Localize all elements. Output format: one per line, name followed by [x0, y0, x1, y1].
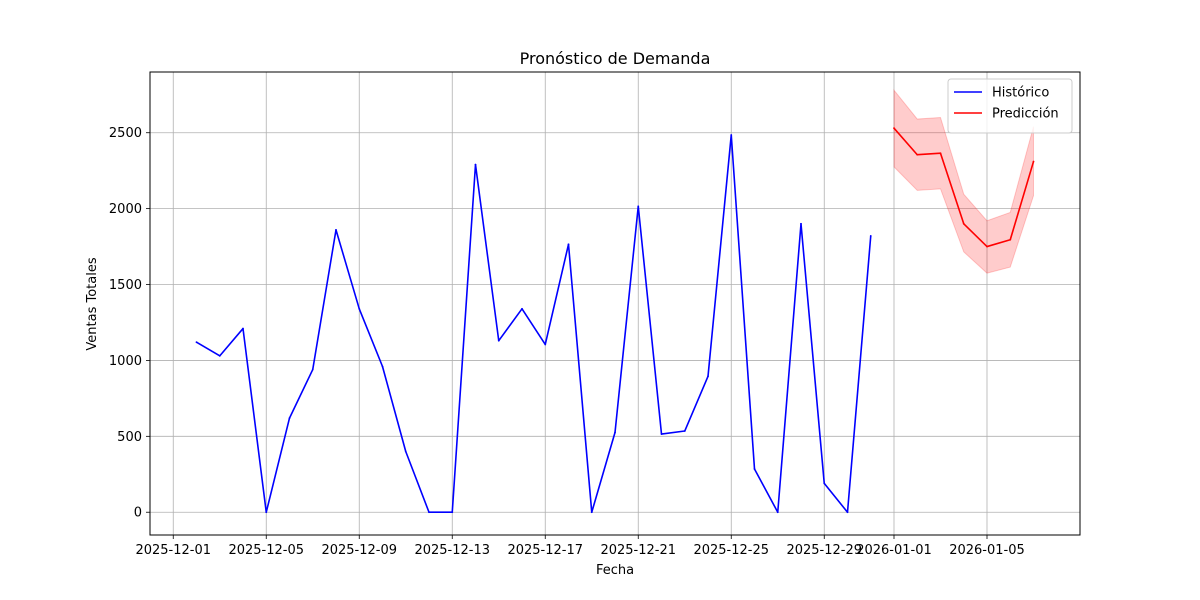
data-point	[265, 511, 268, 514]
y-axis-ticks: 0 500 1000 1500 2000 2500	[109, 126, 150, 521]
data-point	[1032, 160, 1035, 163]
x-tick-label: 2025-12-25	[693, 543, 769, 558]
data-point	[242, 327, 244, 330]
x-axis-label: Fecha	[596, 563, 634, 578]
x-tick-label: 2025-12-29	[786, 543, 862, 558]
data-point	[544, 343, 547, 346]
data-point	[893, 127, 895, 130]
data-point	[939, 152, 942, 155]
series-line	[196, 134, 872, 514]
prediction-confidence-band	[893, 88, 1034, 274]
data-point	[916, 153, 919, 156]
x-tick-label: 2025-12-09	[321, 543, 397, 558]
x-tick-label: 2025-12-17	[507, 543, 583, 558]
x-tick-label: 2025-12-13	[414, 543, 490, 558]
data-point	[474, 163, 477, 166]
x-tick-label: 2025-12-21	[600, 543, 676, 558]
data-point	[358, 307, 361, 310]
data-point	[823, 482, 826, 485]
plot-frame	[149, 71, 1081, 536]
data-point	[428, 511, 430, 514]
data-point	[590, 511, 593, 514]
data-point	[753, 468, 756, 470]
data-point	[869, 235, 872, 237]
data-point	[683, 430, 686, 432]
data-point	[660, 433, 663, 435]
data-point	[846, 511, 849, 514]
data-point	[707, 375, 709, 378]
data-point	[567, 243, 570, 246]
legend-label: Histórico	[992, 86, 1049, 101]
series-lines	[195, 127, 1035, 514]
x-tick-label: 2026-01-01	[856, 543, 932, 558]
confidence-bands	[893, 88, 1034, 274]
data-point	[614, 431, 616, 434]
y-tick-label: 1000	[109, 354, 142, 369]
data-point	[451, 511, 454, 514]
legend-label: Predicción	[992, 107, 1059, 122]
data-point	[381, 365, 384, 368]
y-tick-label: 2500	[109, 126, 142, 141]
x-axis-ticks: 2025-12-01 2025-12-05 2025-12-09 2025-12-13…	[135, 535, 1025, 558]
data-point	[195, 341, 198, 344]
y-tick-label: 500	[117, 430, 142, 445]
grid	[150, 72, 1080, 535]
y-tick-label: 0	[134, 506, 142, 521]
y-axis-label: Ventas Totales	[85, 257, 100, 350]
data-point	[962, 222, 965, 225]
data-point	[521, 307, 523, 310]
y-tick-label: 1500	[109, 278, 142, 293]
data-point	[730, 134, 733, 136]
y-tick-label: 2000	[109, 202, 142, 217]
x-tick-label: 2025-12-01	[135, 543, 211, 558]
data-point	[497, 339, 500, 342]
x-tick-label: 2025-12-05	[228, 543, 304, 558]
data-point	[218, 354, 221, 357]
data-point	[800, 222, 802, 225]
data-point	[335, 228, 337, 231]
data-point	[637, 205, 640, 208]
data-point	[288, 417, 291, 420]
data-point	[986, 245, 988, 248]
chart-title: Pronóstico de Demanda	[520, 49, 711, 68]
data-point	[776, 511, 779, 514]
legend: Histórico Predicción	[947, 78, 1073, 134]
x-tick-label: 2026-01-05	[949, 543, 1025, 558]
data-point	[1009, 238, 1012, 241]
data-point	[311, 368, 314, 371]
data-point	[404, 450, 407, 453]
